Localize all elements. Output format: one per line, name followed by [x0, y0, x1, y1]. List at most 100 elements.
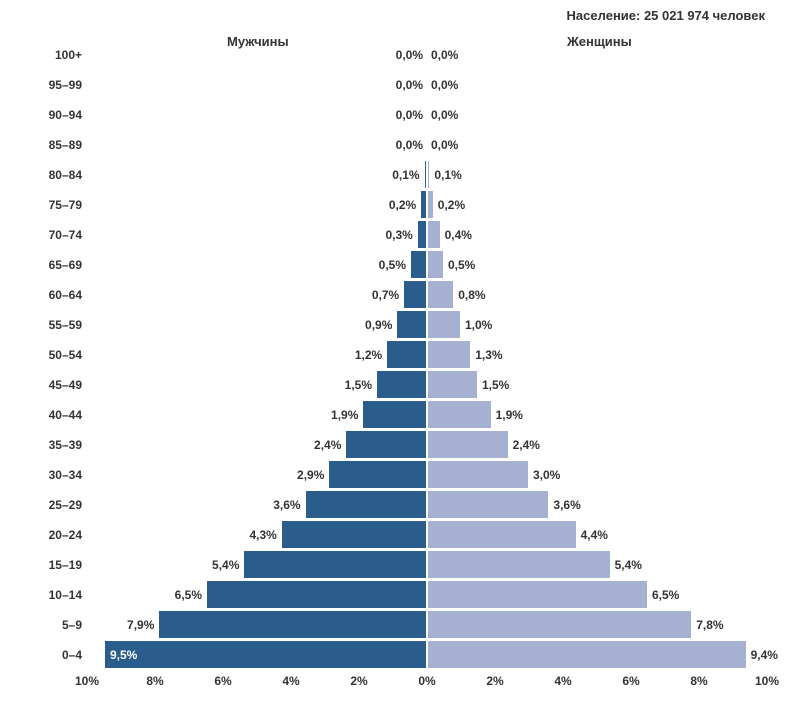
female-bar: [427, 430, 509, 459]
female-bar: [427, 370, 478, 399]
x-axis: 10%8%6%4%2%0%2%4%6%8%10%: [87, 674, 767, 699]
female-value: 0,8%: [458, 288, 485, 302]
age-label: 15–19: [32, 558, 82, 572]
male-bar: [376, 370, 427, 399]
x-tick: 0%: [418, 674, 435, 688]
male-value: 0,5%: [379, 258, 406, 272]
pyramid-chart: Население: 25 021 974 человек Мужчины Же…: [0, 0, 805, 709]
age-row: 20–244,3%4,4%: [87, 520, 767, 550]
age-row: 95–990,0%0,0%: [87, 70, 767, 100]
male-value: 0,7%: [372, 288, 399, 302]
male-value: 2,9%: [297, 468, 324, 482]
age-row: 50–541,2%1,3%: [87, 340, 767, 370]
male-bar: [328, 460, 427, 489]
male-bar: [305, 490, 427, 519]
male-value: 6,5%: [175, 588, 202, 602]
age-label: 90–94: [32, 108, 82, 122]
female-bar: [427, 460, 529, 489]
female-value: 1,3%: [475, 348, 502, 362]
female-value: 0,4%: [445, 228, 472, 242]
age-row: 10–146,5%6,5%: [87, 580, 767, 610]
male-bar: [104, 640, 427, 669]
male-value: 0,3%: [385, 228, 412, 242]
female-bar: [427, 280, 454, 309]
age-label: 70–74: [32, 228, 82, 242]
x-tick: 2%: [486, 674, 503, 688]
age-row: 40–441,9%1,9%: [87, 400, 767, 430]
male-bar: [386, 340, 427, 369]
age-label: 10–14: [32, 588, 82, 602]
male-value: 9,5%: [110, 648, 137, 662]
x-tick: 8%: [146, 674, 163, 688]
age-label: 45–49: [32, 378, 82, 392]
population-label: Население: 25 021 974 человек: [567, 8, 765, 23]
age-row: 45–491,5%1,5%: [87, 370, 767, 400]
female-value: 0,0%: [431, 48, 458, 62]
female-value: 4,4%: [581, 528, 608, 542]
male-value: 1,2%: [355, 348, 382, 362]
female-bar: [427, 130, 429, 159]
chart-area: 100+0,0%0,0%95–990,0%0,0%90–940,0%0,0%85…: [87, 40, 767, 670]
female-value: 0,1%: [434, 168, 461, 182]
age-row: 60–640,7%0,8%: [87, 280, 767, 310]
age-label: 80–84: [32, 168, 82, 182]
female-value: 0,2%: [438, 198, 465, 212]
age-row: 25–293,6%3,6%: [87, 490, 767, 520]
female-value: 0,5%: [448, 258, 475, 272]
male-value: 1,5%: [345, 378, 372, 392]
age-label: 55–59: [32, 318, 82, 332]
female-bar: [427, 40, 429, 69]
female-bar: [427, 220, 441, 249]
male-value: 5,4%: [212, 558, 239, 572]
age-row: 75–790,2%0,2%: [87, 190, 767, 220]
age-row: 80–840,1%0,1%: [87, 160, 767, 190]
age-label: 85–89: [32, 138, 82, 152]
female-bar: [427, 160, 430, 189]
female-bar: [427, 100, 429, 129]
age-label: 60–64: [32, 288, 82, 302]
female-bar: [427, 520, 577, 549]
female-value: 2,4%: [513, 438, 540, 452]
female-bar: [427, 190, 434, 219]
female-bar: [427, 250, 444, 279]
age-label: 95–99: [32, 78, 82, 92]
female-bar: [427, 550, 611, 579]
male-value: 0,9%: [365, 318, 392, 332]
age-row: 30–342,9%3,0%: [87, 460, 767, 490]
female-value: 3,6%: [553, 498, 580, 512]
age-row: 0–49,5%9,4%: [87, 640, 767, 670]
female-value: 0,0%: [431, 138, 458, 152]
age-row: 35–392,4%2,4%: [87, 430, 767, 460]
x-tick: 6%: [622, 674, 639, 688]
female-bar: [427, 580, 648, 609]
female-bar: [427, 400, 492, 429]
age-label: 20–24: [32, 528, 82, 542]
female-value: 0,0%: [431, 78, 458, 92]
age-row: 100+0,0%0,0%: [87, 40, 767, 70]
male-value: 0,2%: [389, 198, 416, 212]
x-tick: 4%: [282, 674, 299, 688]
age-row: 5–97,9%7,8%: [87, 610, 767, 640]
male-value: 1,9%: [331, 408, 358, 422]
female-bar: [427, 310, 461, 339]
x-tick: 6%: [214, 674, 231, 688]
age-label: 35–39: [32, 438, 82, 452]
male-bar: [396, 310, 427, 339]
age-row: 85–890,0%0,0%: [87, 130, 767, 160]
age-row: 65–690,5%0,5%: [87, 250, 767, 280]
female-value: 0,0%: [431, 108, 458, 122]
male-bar: [362, 400, 427, 429]
age-row: 90–940,0%0,0%: [87, 100, 767, 130]
male-bar: [417, 220, 427, 249]
male-bar: [403, 280, 427, 309]
male-value: 0,0%: [396, 138, 423, 152]
age-label: 30–34: [32, 468, 82, 482]
age-label: 65–69: [32, 258, 82, 272]
age-row: 70–740,3%0,4%: [87, 220, 767, 250]
female-value: 1,9%: [496, 408, 523, 422]
age-row: 15–195,4%5,4%: [87, 550, 767, 580]
female-bar: [427, 340, 471, 369]
age-label: 25–29: [32, 498, 82, 512]
female-value: 9,4%: [751, 648, 778, 662]
x-tick: 8%: [690, 674, 707, 688]
